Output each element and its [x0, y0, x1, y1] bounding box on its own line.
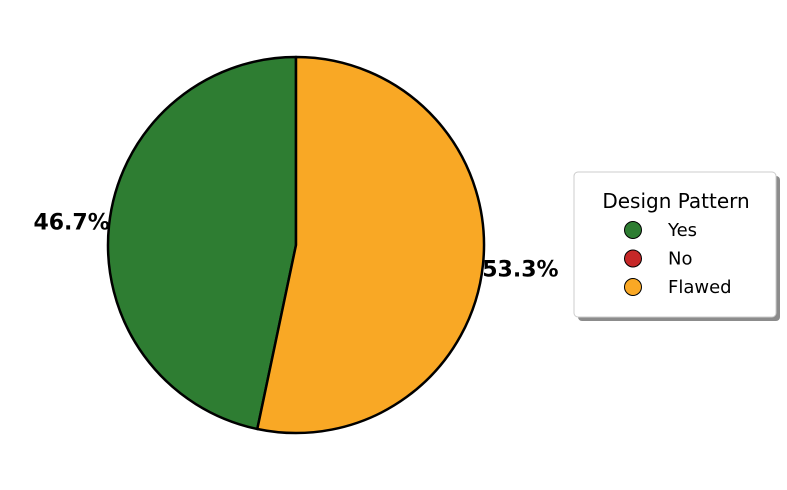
- pie-slice-yes: [106, 55, 298, 431]
- pie-label-flawed: 53.3%: [482, 257, 558, 282]
- legend-marker-no: [624, 249, 642, 268]
- legend: Design Pattern Yes No Flawed: [573, 171, 780, 321]
- legend-label-yes: Yes: [667, 220, 697, 241]
- legend-marker-yes: [624, 221, 642, 239]
- pie-label-yes: 46.7%: [33, 211, 109, 236]
- legend-label-flawed: Flawed: [668, 277, 732, 298]
- legend-title: Design Pattern: [602, 189, 749, 213]
- pie-slice-flawed: [256, 55, 486, 435]
- legend-items: Yes No Flawed: [624, 220, 732, 298]
- legend-label-no: No: [668, 249, 692, 270]
- legend-marker-flawed: [624, 278, 642, 296]
- legend-box: [573, 171, 777, 318]
- pie-percent-labels: 46.7% 53.3%: [33, 211, 558, 283]
- pie-slices: [106, 55, 486, 435]
